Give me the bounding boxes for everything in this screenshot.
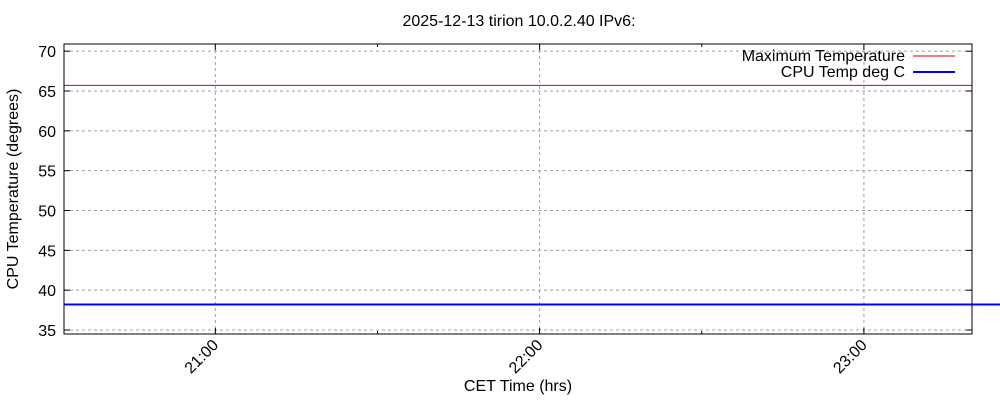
y-axis: 35 40 45 50 55 60 65 70 [38,44,972,340]
y-tick-label: 60 [38,124,56,141]
plot-border [63,43,973,335]
x-tick-label: 23:00 [830,337,870,377]
cpu-temp-line [64,303,1000,306]
grid [64,44,972,334]
y-tick-label: 55 [38,164,56,181]
legend-label-cpu-temp: CPU Temp deg C [781,64,905,81]
y-axis-label: CPU Temperature (degrees) [5,89,22,290]
x-tick-label: 22:00 [506,337,546,377]
x-axis-label: CET Time (hrs) [464,378,572,395]
y-tick-label: 50 [38,204,56,221]
x-tick-label: 21:00 [182,337,222,377]
chart-title: 2025-12-13 tirion 10.0.2.40 IPv6: [402,13,635,30]
y-tick-label: 35 [38,323,56,340]
legend: Maximum Temperature CPU Temp deg C [742,48,955,81]
y-tick-label: 70 [38,44,56,61]
legend-label-max-temp: Maximum Temperature [742,48,905,65]
series-layer [64,84,1000,306]
y-tick-label: 65 [38,84,56,101]
y-tick-label: 45 [38,243,56,260]
y-tick-label: 40 [38,283,56,300]
